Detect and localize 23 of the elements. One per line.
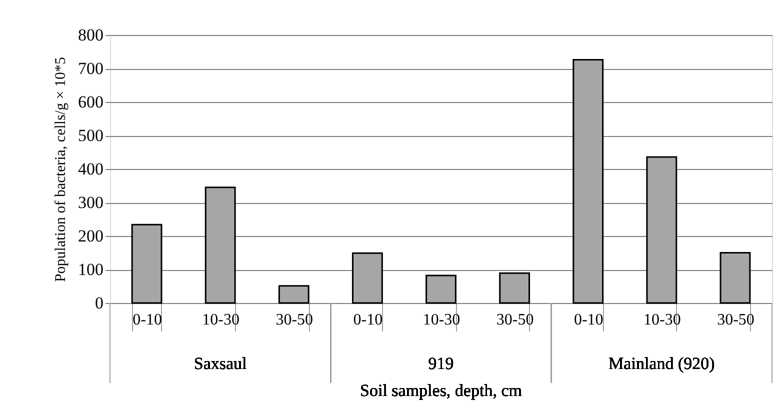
- x-tick-label: 0-10: [132, 312, 162, 328]
- x-axis-title: Soil samples, depth, cm: [360, 381, 522, 400]
- x-tick-label: 10-30: [644, 312, 681, 328]
- y-tick-label: 100: [78, 260, 104, 279]
- y-tick-label: 600: [78, 92, 104, 112]
- y-tick-label: 800: [78, 26, 104, 44]
- y-tick-label: 300: [78, 193, 104, 212]
- y-tick-label: 0: [95, 294, 104, 312]
- x-tick-label: 30-50: [276, 312, 314, 328]
- y-tick-label: 700: [78, 59, 104, 78]
- x-tick-label: 10-30: [202, 312, 240, 328]
- y-tick-label: 400: [78, 160, 104, 178]
- text: Saxsaul: [194, 354, 248, 373]
- x-tick-label: 30-50: [496, 312, 534, 328]
- x-tick-label: 10-30: [422, 312, 460, 328]
- y-axis-title: Population of bacteria, cells/g × 10*5: [53, 56, 69, 282]
- text: 919: [428, 354, 454, 373]
- text: Mainland (920): [608, 354, 715, 373]
- y-tick-label: 500: [78, 126, 104, 145]
- y-tick-label: 200: [78, 226, 104, 246]
- x-tick-label: 0-10: [574, 312, 604, 328]
- x-tick-label: 30-50: [717, 312, 754, 328]
- x-tick-label: 0-10: [353, 312, 383, 328]
